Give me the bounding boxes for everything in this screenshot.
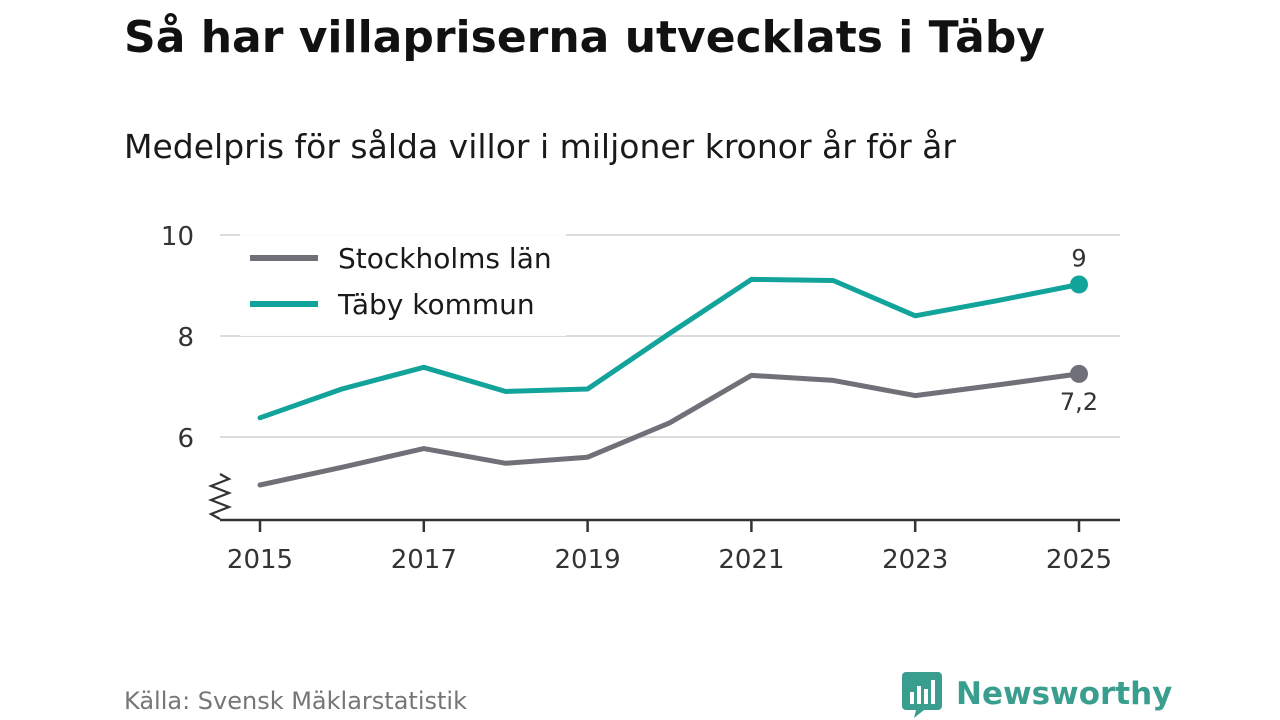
brand-name: Newsworthy (956, 676, 1173, 712)
x-tick-label: 2023 (882, 545, 948, 575)
series-end-point-stockholms-lan (1070, 364, 1088, 383)
series-line-stockholms-lan (257, 371, 1082, 488)
legend-label: Täby kommun (337, 288, 535, 321)
x-tick-label: 2017 (391, 545, 457, 575)
series-end-point-taby-kommun (1070, 275, 1088, 294)
legend-background (240, 232, 566, 336)
brand: Newsworthy (902, 668, 1172, 720)
source-note: Källa: Svensk Mäklarstatistik (124, 687, 467, 715)
y-tick-label: 6 (177, 424, 194, 454)
x-tick-label: 2025 (1046, 545, 1112, 575)
y-tick-label: 8 (177, 323, 194, 353)
x-tick-label: 2019 (555, 545, 621, 575)
axis-break-zigzag-icon (207, 473, 233, 520)
series-end-label: 9 (1071, 244, 1086, 272)
chart-title: Så har villapriserna utvecklats i Täby (124, 12, 1045, 63)
series-end-label: 7,2 (1060, 388, 1098, 416)
x-tick-label: 2015 (227, 545, 293, 575)
chart-subtitle: Medelpris för sålda villor i miljoner kr… (124, 127, 956, 166)
bar-chart-speech-bubble-icon (902, 672, 942, 718)
y-tick-label: 10 (161, 222, 194, 252)
x-tick-label: 2021 (718, 545, 784, 575)
legend-label: Stockholms län (338, 242, 552, 275)
series-line-taby-kommun (257, 276, 1082, 421)
